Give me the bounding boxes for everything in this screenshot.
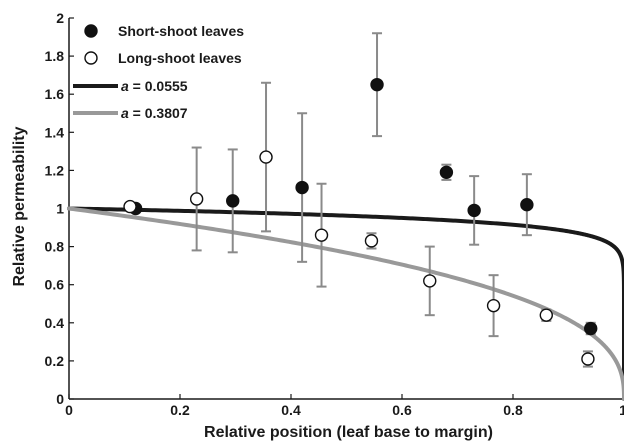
legend: Short-shoot leaves Long-shoot leaves a = 0… [73, 23, 244, 121]
model-curve [67, 206, 624, 401]
long-shoot-point [364, 234, 379, 248]
long-shoot-point [314, 228, 329, 242]
y-tick-label: 2 [56, 10, 64, 26]
short-shoot-point [439, 165, 454, 180]
legend-marker [84, 24, 98, 38]
long-shoot-point [486, 298, 501, 313]
x-tick-label: 1 [619, 402, 624, 418]
model-curve [67, 206, 624, 401]
x-tick-label: 0.2 [170, 402, 190, 418]
long-shoot-point [123, 199, 137, 214]
long-shoot-point [259, 150, 273, 164]
x-axis-title: Relative position (leaf base to margin) [204, 424, 493, 441]
short-shoot-point [226, 194, 240, 208]
y-tick-label: 0.8 [45, 239, 65, 255]
short-shoot-point [520, 197, 534, 212]
short-shoot-point [295, 180, 309, 195]
short-shoot-point [584, 321, 598, 336]
short-shoot-point [467, 203, 481, 218]
x-tick-label: 0.8 [503, 402, 523, 418]
long-shoot-point [581, 352, 595, 366]
x-tick-label: 0.4 [281, 402, 301, 418]
data-points [123, 77, 598, 366]
x-tick-label: 0 [65, 402, 73, 418]
error-bars [191, 32, 596, 368]
y-axis-ticks: 0 0.2 0.4 0.6 0.8 1 1.2 1.4 1.6 1.8 2 [45, 10, 74, 407]
model-curves [67, 206, 624, 401]
y-tick-label: 1.6 [45, 86, 65, 102]
legend-label: Long-shoot leaves [118, 50, 242, 66]
y-tick-label: 1 [56, 201, 64, 217]
legend-label: Short-shoot leaves [118, 23, 244, 39]
y-tick-label: 1.2 [45, 162, 65, 178]
y-tick-label: 1.4 [45, 124, 65, 140]
y-tick-label: 0.6 [45, 277, 65, 293]
y-tick-label: 0.2 [45, 353, 65, 369]
long-shoot-point [189, 192, 204, 206]
x-axis-ticks: 0 0.2 0.4 0.6 0.8 1 [65, 394, 624, 418]
y-tick-label: 0.4 [45, 315, 65, 331]
y-tick-label: 0 [56, 391, 64, 407]
legend-label: a = 0.0555 [121, 78, 188, 94]
legend-label: a = 0.3807 [121, 105, 188, 121]
x-tick-label: 0.6 [392, 402, 412, 418]
long-shoot-point [539, 308, 553, 322]
legend-marker [84, 51, 98, 65]
long-shoot-point [423, 274, 437, 288]
short-shoot-point [370, 77, 384, 92]
y-tick-label: 1.8 [45, 48, 65, 64]
y-axis-title: Relative permeability [11, 126, 28, 286]
